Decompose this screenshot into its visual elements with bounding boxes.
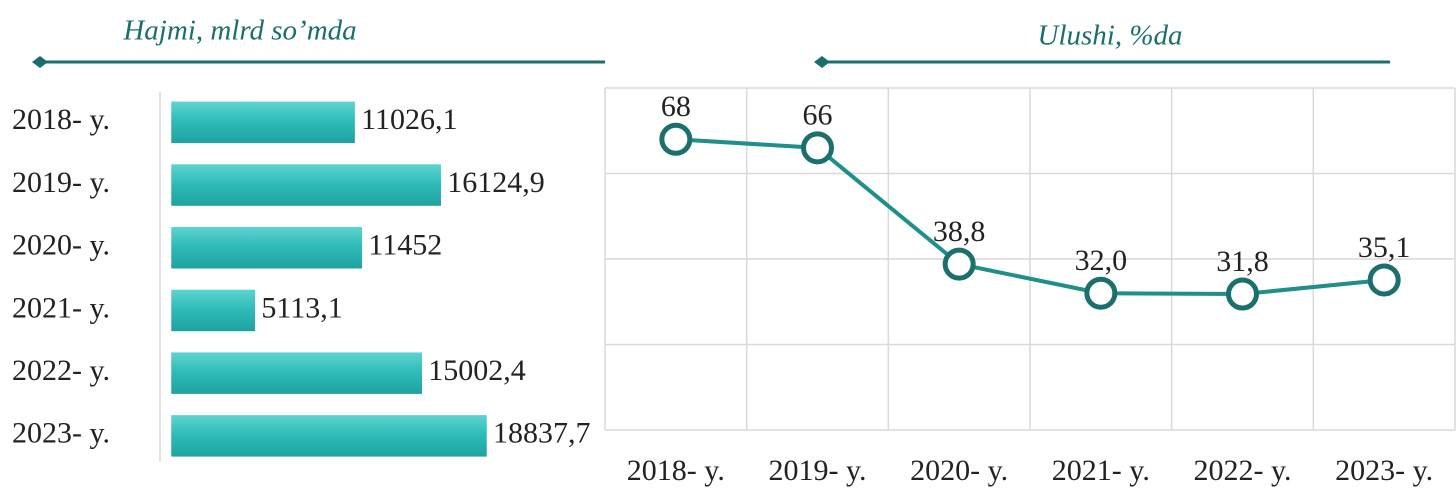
category-label: 2022- y. [12,354,110,387]
category-label: 2021- y. [12,291,110,324]
value-label: 11452 [368,229,442,262]
bar [168,99,358,146]
x-tick-label: 2018- y. [627,454,725,487]
title-diamond [814,56,830,68]
bar [168,161,444,209]
value-label: 68 [661,90,691,123]
bar [168,349,425,397]
value-label: 18837,7 [493,417,591,450]
bar [168,412,490,460]
value-label: 15002,4 [428,354,525,387]
category-label: 2018- y. [12,103,110,136]
title-diamond [32,56,48,68]
marker [942,247,976,281]
marker [1367,263,1401,297]
bar [168,287,258,334]
category-label: 2020- y. [12,229,110,262]
category-label: 2019- y. [12,166,110,199]
value-label: 38,8 [933,215,986,248]
category-label: 2023- y. [12,417,110,450]
x-tick-label: 2019- y. [768,454,866,487]
value-label: 5113,1 [261,291,342,324]
marker [801,131,834,165]
line [675,137,1385,297]
value-label: 11026,1 [361,103,457,136]
marker [659,122,693,156]
value-label: 31,8 [1216,245,1269,278]
marker [1084,276,1118,310]
x-tick-label: 2020- y. [910,454,1008,487]
value-label: 66 [803,99,833,132]
x-tick-label: 2023- y. [1335,454,1433,487]
bar-title: Hajmi, mlrd so’mda [122,15,356,47]
line-title: Ulushi, %da [1038,20,1183,52]
value-label: 35,1 [1358,231,1411,264]
marker [1226,277,1259,311]
x-tick-label: 2022- y. [1193,454,1291,487]
bar [168,224,365,271]
value-label: 32,0 [1075,244,1128,277]
value-label: 16124,9 [447,166,544,199]
x-tick-label: 2021- y. [1052,454,1150,487]
